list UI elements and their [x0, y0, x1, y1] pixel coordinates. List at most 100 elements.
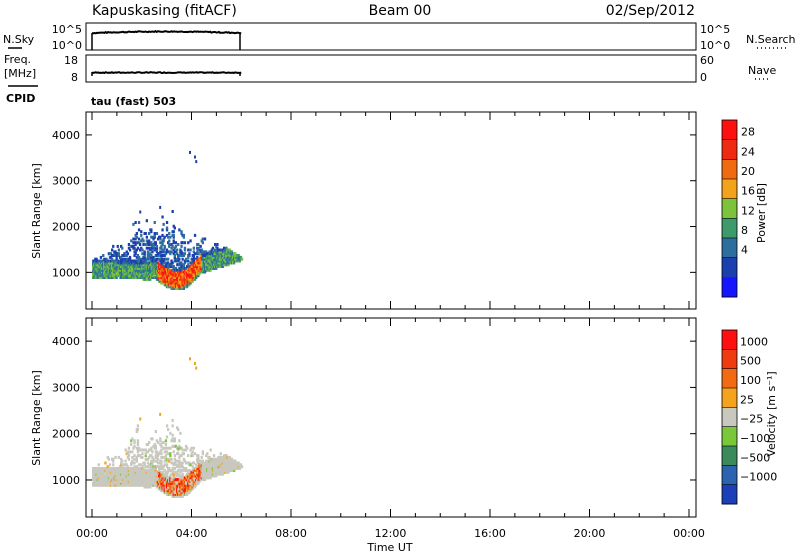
data-cell: [135, 459, 138, 463]
data-cell: [150, 255, 153, 259]
data-cell: [112, 268, 115, 272]
data-cell: [171, 461, 174, 465]
noise-left-tick-bottom: 10^0: [52, 39, 82, 52]
data-cell: [159, 450, 162, 454]
data-cell: [189, 281, 192, 285]
data-cell: [141, 455, 144, 459]
time-tick-label: 12:00: [375, 527, 407, 540]
data-cell: [189, 448, 192, 452]
data-cell: [190, 470, 193, 474]
power-colorbar: 28 24 20 16 12 8 4: [721, 119, 755, 298]
data-cell: [183, 459, 187, 463]
data-cell: [233, 465, 236, 469]
data-cell: [201, 450, 204, 454]
data-cell: [233, 261, 236, 265]
data-cell: [112, 266, 115, 270]
colorbar-segment: [722, 349, 737, 370]
data-cell: [134, 480, 137, 483]
data-cell: [202, 474, 206, 478]
data-cell: [112, 481, 115, 485]
data-cell: [165, 221, 169, 224]
data-cell: [181, 448, 184, 452]
data-cell: [99, 472, 103, 476]
data-cell: [172, 470, 175, 474]
data-cell: [120, 461, 123, 465]
data-cell: [123, 276, 126, 279]
data-cell: [140, 270, 143, 274]
data-cell: [115, 276, 118, 279]
data-cell: [123, 266, 126, 270]
data-cell: [107, 474, 110, 478]
data-cell: [192, 261, 195, 265]
y-tick-label: 3000: [52, 381, 80, 394]
data-cell: [167, 487, 170, 491]
data-cell: [181, 465, 184, 469]
data-cell: [134, 483, 137, 487]
data-cell: [128, 266, 132, 270]
colorbar-frame: [721, 329, 738, 505]
data-cell: [158, 277, 161, 281]
data-cell: [163, 265, 166, 268]
data-cell: [146, 272, 150, 276]
data-cell: [156, 237, 160, 241]
data-cell: [216, 243, 219, 246]
data-cell: [163, 266, 166, 270]
data-cell: [187, 478, 190, 482]
data-cell: [184, 474, 188, 478]
data-cell: [206, 459, 209, 463]
data-cell: [172, 279, 175, 283]
data-cell: [134, 276, 137, 279]
colorbar-segment: [722, 368, 737, 389]
data-cell: [131, 437, 134, 441]
data-cell: [121, 465, 124, 469]
data-cell: [146, 254, 150, 257]
data-cell: [184, 444, 188, 448]
data-cell: [196, 268, 199, 272]
data-cell: [105, 476, 108, 480]
colorbar-segment: [722, 238, 737, 259]
data-cell: [172, 450, 175, 454]
data-cell: [209, 467, 212, 470]
data-cell: [140, 478, 143, 482]
time-tick-label: 04:00: [176, 527, 208, 540]
data-cell: [145, 485, 148, 489]
data-cell: [127, 272, 131, 276]
data-cell: [227, 457, 230, 461]
data-cell: [174, 283, 178, 287]
cpid-text: tau (fast) 503: [91, 95, 176, 108]
data-cell: [169, 481, 172, 485]
data-cell: [182, 233, 185, 237]
data-cell: [179, 470, 182, 474]
data-cell: [215, 461, 218, 465]
data-cell: [128, 270, 132, 274]
data-cell: [134, 237, 137, 241]
data-cell: [187, 480, 190, 483]
data-cell: [208, 472, 211, 476]
data-cell: [177, 463, 180, 467]
data-cell: [102, 259, 105, 263]
data-cell: [169, 452, 172, 456]
data-cell: [152, 467, 155, 470]
data-cell: [215, 263, 218, 267]
data-cell: [233, 255, 236, 259]
data-cell: [169, 485, 172, 489]
data-cell: [112, 263, 115, 267]
data-cell: [162, 261, 165, 265]
data-cell: [152, 272, 155, 276]
data-cell: [165, 463, 169, 467]
data-cell: [162, 272, 165, 276]
data-cell: [192, 266, 195, 270]
data-cell: [117, 481, 120, 485]
data-cell: [167, 485, 170, 489]
data-cell: [211, 246, 215, 250]
nave-label: Nave: [748, 64, 776, 77]
data-cell: [177, 446, 180, 450]
data-cell: [137, 274, 141, 278]
data-cell: [155, 244, 159, 248]
data-cell: [174, 279, 178, 283]
data-cell: [159, 250, 162, 254]
data-cell: [191, 465, 194, 469]
data-cell: [142, 243, 145, 246]
data-cell: [198, 468, 201, 472]
data-cell: [123, 254, 126, 257]
